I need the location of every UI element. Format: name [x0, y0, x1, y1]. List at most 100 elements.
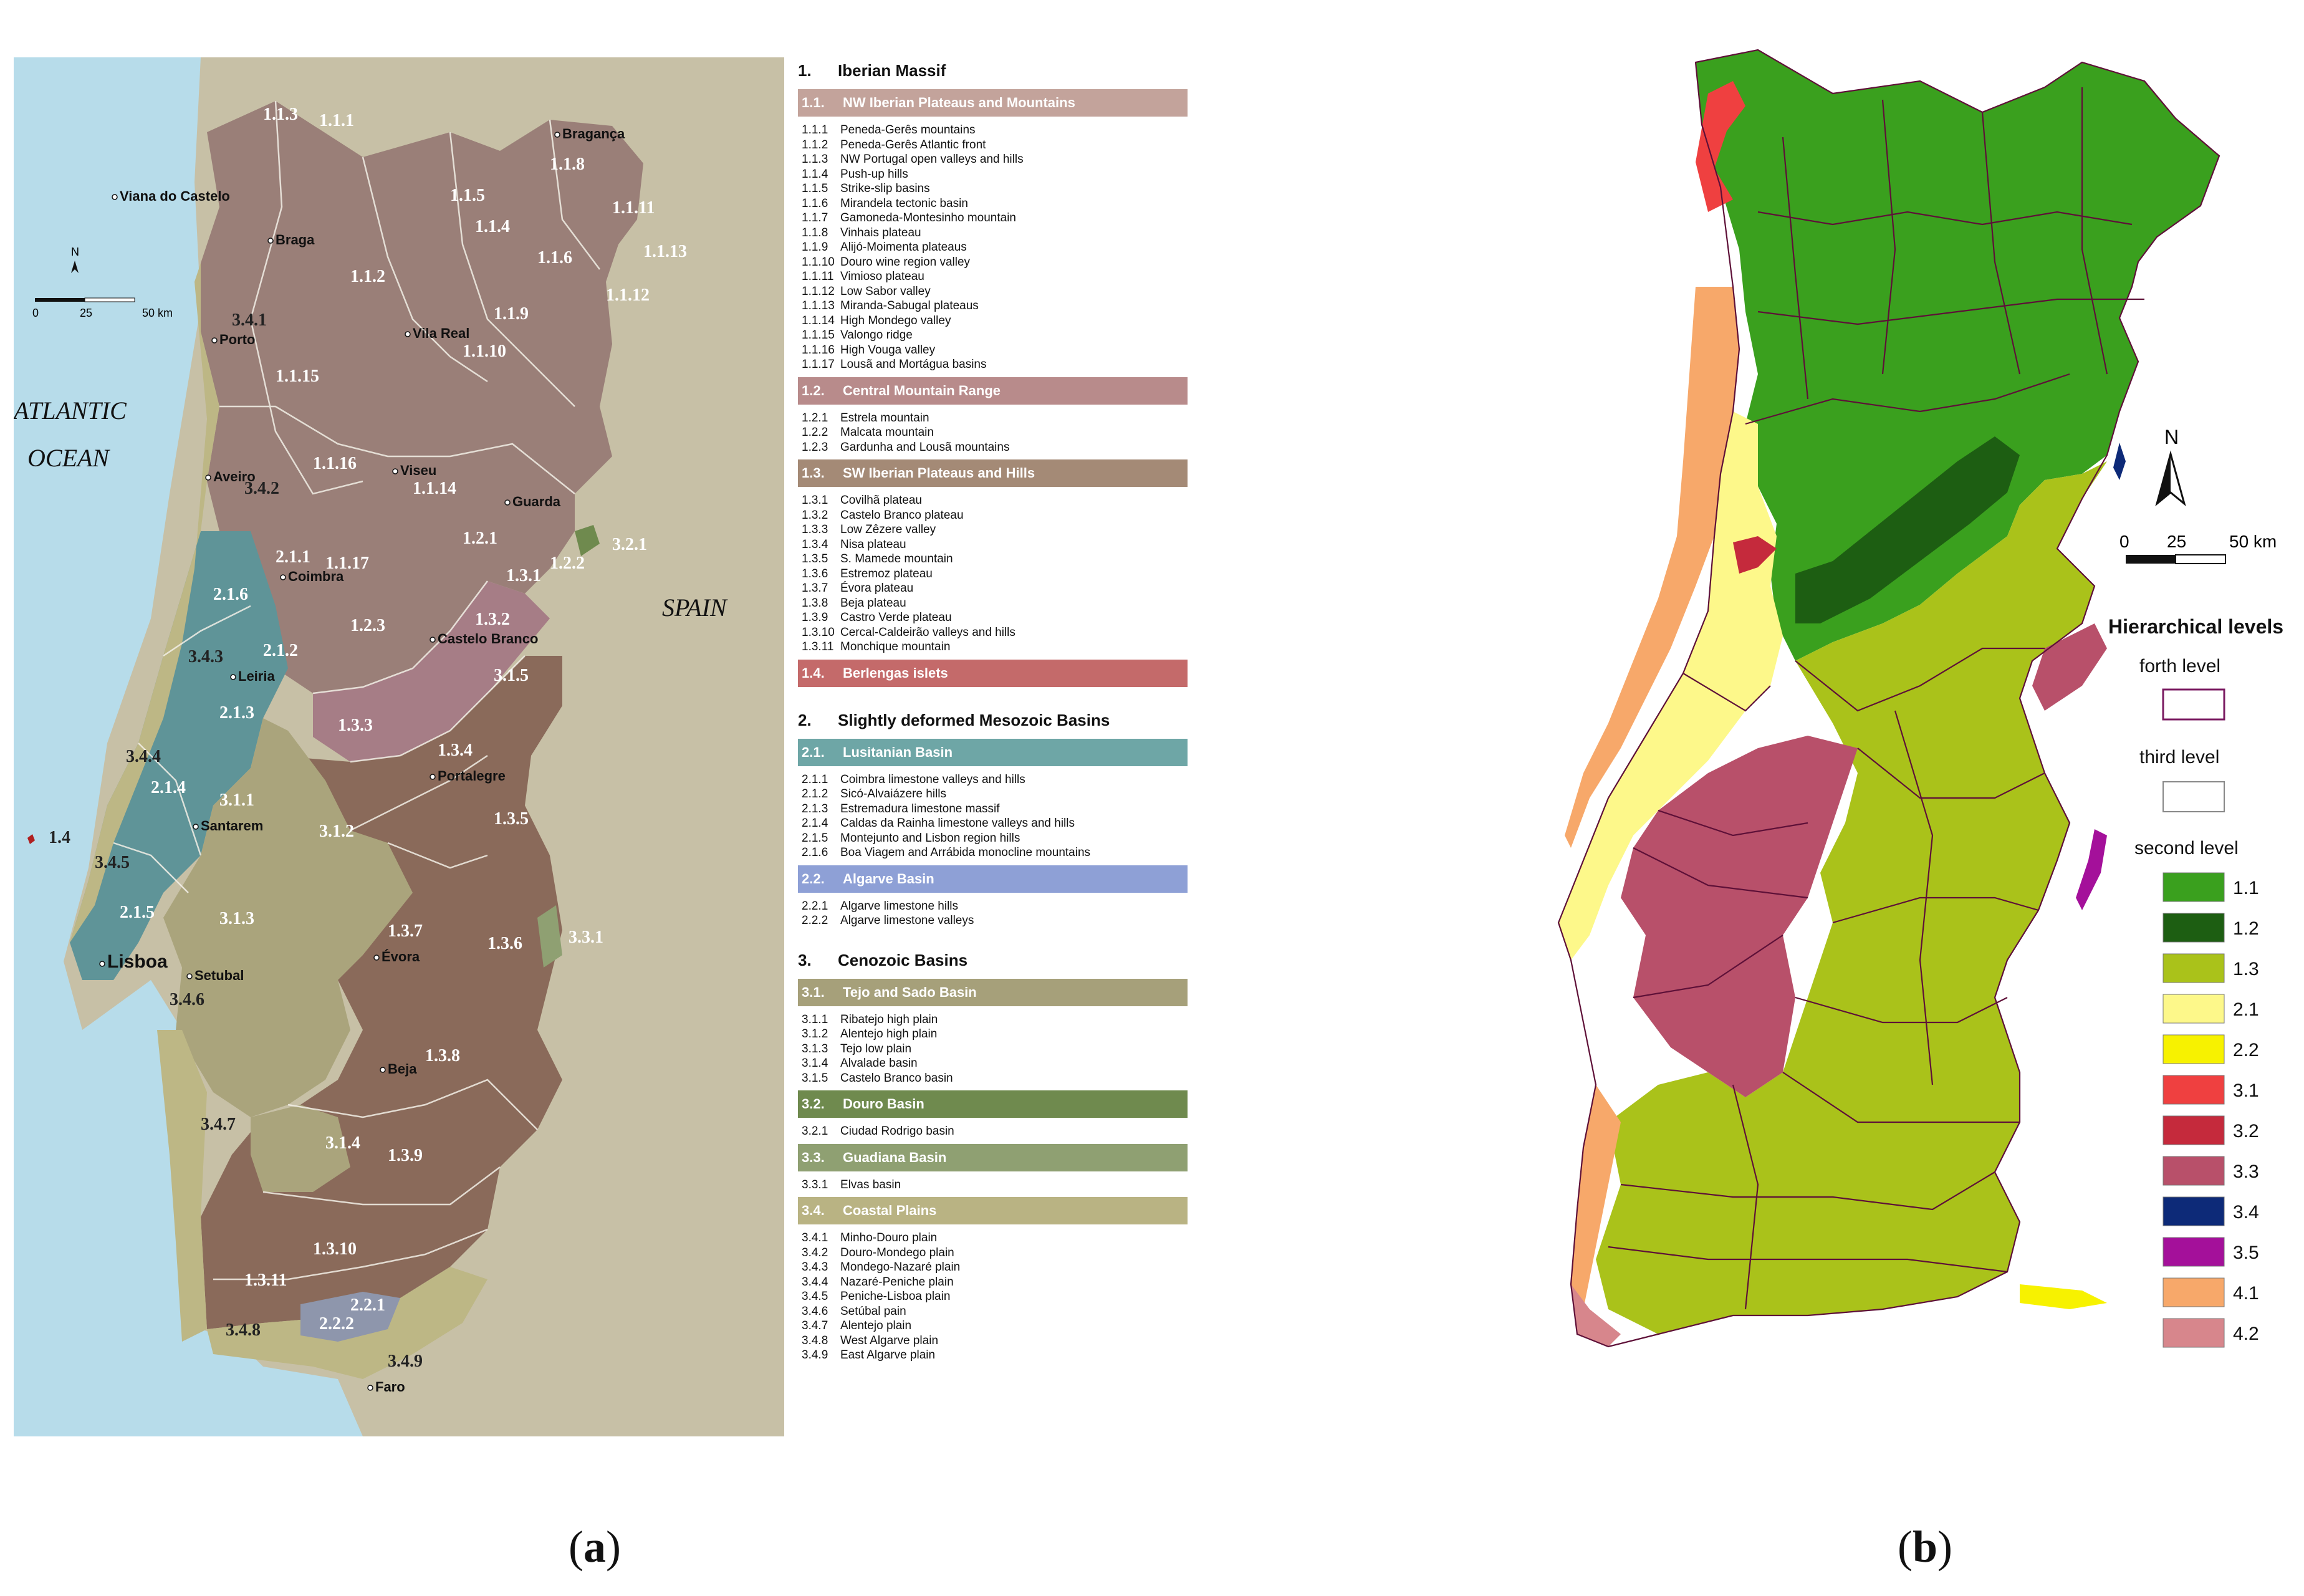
scale-a-1: 25 — [80, 307, 92, 319]
region-label-1-4: 1.4 — [49, 828, 70, 847]
legend-item: 1.1.11 Vimioso plateau — [802, 269, 1188, 284]
legend-item: 3.4.2 Douro-Mondego plain — [802, 1246, 1188, 1261]
b-region-4-2 — [1571, 1284, 1621, 1347]
legend-item-code: 1.1.8 — [802, 226, 828, 239]
class-swatch-1-2 — [2162, 913, 2225, 943]
legend-item: 1.2.3 Gardunha and Lousã mountains — [802, 440, 1188, 455]
legend-section-number: 3.4. — [802, 1203, 825, 1218]
legend-item-code: 3.4.4 — [802, 1275, 828, 1289]
legend-item-name: Alentejo high plain — [840, 1027, 938, 1041]
legend-item: 1.1.5 Strike-slip basins — [802, 181, 1188, 196]
legend-item: 3.4.5 Peniche-Lisboa plain — [802, 1289, 1188, 1304]
legend-section-band: 3.1. Tejo and Sado Basin — [798, 978, 1188, 1006]
legend-item: 3.4.3 Mondego-Nazaré plain — [802, 1260, 1188, 1275]
legend-section-band: 2.1. Lusitanian Basin — [798, 738, 1188, 766]
legend-item: 3.4.4 Nazaré-Peniche plain — [802, 1275, 1188, 1290]
legend-section-band: 2.2. Algarve Basin — [798, 865, 1188, 893]
class-label: 2.2 — [2233, 1040, 2259, 1060]
legend-item: 1.3.9 Castro Verde plateau — [802, 610, 1188, 625]
class-label: 1.2 — [2233, 918, 2259, 939]
legend-item-name: Monchique mountain — [840, 640, 951, 653]
legend-item: 2.1.3 Estremadura limestone massif — [802, 802, 1188, 817]
legend-item-code: 1.3.2 — [802, 508, 828, 522]
legend-item-list: 2.1.1 Coimbra limestone valleys and hills… — [802, 772, 1188, 860]
class-swatch-1-3 — [2162, 953, 2225, 983]
legend-group-title: Slightly deformed Mesozoic Basins — [838, 710, 1110, 729]
legend-item-code: 2.1.5 — [802, 831, 828, 845]
legend-section-title: Tejo and Sado Basin — [843, 984, 977, 1000]
legend-item-code: 1.1.9 — [802, 241, 828, 254]
legend-item-list: 3.1.1 Ribatejo high plain 3.1.2 Alentejo hi… — [802, 1012, 1188, 1086]
region-label-1-3-2: 1.3.2 — [475, 610, 510, 629]
city-label: Aveiro — [213, 469, 256, 484]
b-region-3-3-east — [2032, 623, 2107, 711]
city-label: Castelo Branco — [438, 631, 538, 647]
legend-item-name: Miranda-Sabugal plateaus — [840, 299, 979, 312]
region-label-1-1-11: 1.1.11 — [612, 198, 655, 218]
legend-item-list: 3.4.1 Minho-Douro plain 3.4.2 Douro-Mondego… — [802, 1231, 1188, 1363]
legend-section-number: 3.2. — [802, 1096, 825, 1112]
legend-item-name: Caldas da Rainha limestone valleys and h… — [840, 817, 1075, 830]
class-label: 3.3 — [2233, 1161, 2259, 1182]
legend-item-name: Elvas basin — [840, 1178, 901, 1191]
legend-item-code: 1.1.1 — [802, 123, 828, 137]
legend-item: 1.3.7 Évora plateau — [802, 581, 1188, 596]
region-label-3-4-8: 3.4.8 — [226, 1320, 261, 1340]
legend-item: 1.1.13 Miranda-Sabugal plateaus — [802, 299, 1188, 314]
legend-item-code: 3.3.1 — [802, 1178, 828, 1191]
class-label: 3.4 — [2233, 1202, 2259, 1223]
region-label-1-1-17: 1.1.17 — [325, 554, 369, 573]
legend-section-title: Douro Basin — [843, 1096, 924, 1112]
level-fourth-swatch — [2162, 688, 2225, 721]
legend-item-name: Algarve limestone hills — [840, 899, 959, 913]
legend-item: 1.3.6 Estremoz plateau — [802, 567, 1188, 582]
b-fourth-level-boundaries — [1557, 49, 2220, 1348]
city-label: Viseu — [400, 463, 436, 478]
legend-item: 1.1.3 NW Portugal open valleys and hills — [802, 152, 1188, 167]
legend-item: 3.4.1 Minho-Douro plain — [802, 1231, 1188, 1246]
legend-item: 2.1.1 Coimbra limestone valleys and hills — [802, 772, 1188, 787]
class-swatch-3-3 — [2162, 1156, 2225, 1186]
b-region-2-2 — [2020, 1284, 2107, 1309]
legend-item-code: 1.3.3 — [802, 523, 828, 536]
city-marker — [99, 961, 105, 967]
hierarchical-map-b: N 0 25 50 km Hierarchical levels forth l… — [1484, 25, 2304, 1421]
legend-item-code: 2.1.6 — [802, 846, 828, 859]
city-label: Beja — [388, 1061, 417, 1077]
legend-item: 1.1.2 Peneda-Gerês Atlantic front — [802, 138, 1188, 153]
north-label-a: N — [71, 246, 79, 258]
legend-section-number: 2.2. — [802, 870, 825, 887]
region-label-2-1-1: 2.1.1 — [276, 547, 310, 567]
region-label-2-1-5: 2.1.5 — [120, 903, 155, 922]
region-label-3-4-9: 3.4.9 — [388, 1352, 423, 1371]
region-label-3-4-7: 3.4.7 — [201, 1115, 236, 1134]
legend-item-name: Castelo Branco plateau — [840, 508, 964, 522]
region-label-2-2-1: 2.2.1 — [350, 1296, 385, 1315]
region-label-1-1-5: 1.1.5 — [450, 186, 485, 205]
legend-item-name: S. Mamede mountain — [840, 552, 953, 565]
legend-item: 3.1.3 Tejo low plain — [802, 1042, 1188, 1057]
class-label: 1.3 — [2233, 959, 2259, 979]
legend-item-name: Strike-slip basins — [840, 182, 930, 195]
legend-item: 1.3.11 Monchique mountain — [802, 640, 1188, 655]
legend-item: 2.1.5 Montejunto and Lisbon region hills — [802, 831, 1188, 846]
b-region-3-3-south — [1621, 736, 1858, 1097]
region-label-3-1-5: 3.1.5 — [494, 666, 529, 685]
legend-item-code: 3.4.6 — [802, 1304, 828, 1318]
level-second-label: second level — [2134, 838, 2239, 858]
legend-item-code: 1.1.5 — [802, 182, 828, 195]
legend-item-code: 1.3.1 — [802, 494, 828, 507]
legend-item-list: 2.2.1 Algarve limestone hills 2.2.2 Algarve… — [802, 899, 1188, 928]
legend-item-code: 3.4.9 — [802, 1348, 828, 1362]
city-marker — [367, 1385, 373, 1391]
legend-item-name: Vinhais plateau — [840, 226, 921, 239]
legend-item-name: Nazaré-Peniche plain — [840, 1275, 954, 1289]
region-label-3-1-1: 3.1.1 — [219, 791, 254, 810]
city-label: Setubal — [194, 968, 244, 983]
legend-item-name: Alijó-Moimenta plateaus — [840, 241, 967, 254]
legend-item: 1.3.1 Covilhã plateau — [802, 493, 1188, 508]
legend-item: 1.2.2 Malcata mountain — [802, 425, 1188, 440]
region-label-1-3-8: 1.3.8 — [425, 1046, 460, 1065]
legend-item: 3.1.5 Castelo Branco basin — [802, 1071, 1188, 1086]
legend-section-number: 1.2. — [802, 382, 825, 398]
